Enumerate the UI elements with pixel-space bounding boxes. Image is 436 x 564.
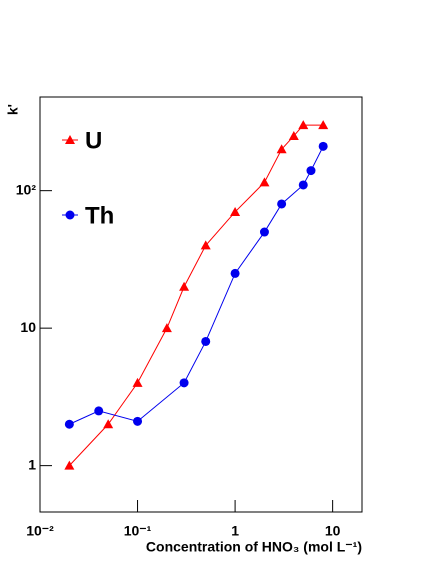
plot-frame <box>39 96 363 513</box>
y-tick-label: 10² <box>16 181 37 197</box>
circle-marker <box>201 336 211 346</box>
x-tick-label: 10 <box>325 523 341 539</box>
triangle-marker <box>65 135 75 144</box>
legend-label: Th <box>85 202 114 229</box>
circle-marker <box>65 210 75 220</box>
circle-marker <box>277 199 287 209</box>
circle-marker <box>318 141 328 151</box>
circle-marker <box>306 166 316 176</box>
circle-marker <box>298 180 308 190</box>
x-axis-label: Concentration of HNO₃ (mol L⁻¹) <box>146 539 362 555</box>
triangle-marker <box>64 460 75 470</box>
x-tick-label: 10⁻² <box>26 523 54 539</box>
circle-marker <box>64 419 74 429</box>
triangle-marker <box>259 177 270 187</box>
triangle-marker <box>288 130 299 140</box>
triangle-marker <box>200 240 211 250</box>
y-tick-label: 1 <box>28 456 36 472</box>
legend-label: U <box>85 127 102 154</box>
circle-marker <box>179 378 189 388</box>
x-tick-label: 10⁻¹ <box>124 523 152 539</box>
circle-marker <box>230 268 240 278</box>
series-line <box>69 146 324 425</box>
circle-marker <box>133 416 143 426</box>
triangle-marker <box>318 120 329 130</box>
y-tick-label: 10 <box>20 319 36 335</box>
triangle-marker <box>230 206 241 216</box>
triangle-marker <box>298 120 309 130</box>
triangle-marker <box>132 377 143 387</box>
triangle-marker <box>276 144 287 154</box>
series-line <box>68 124 324 466</box>
circle-marker <box>259 227 269 237</box>
triangle-marker <box>161 323 172 333</box>
y-axis-label: k' <box>5 104 21 115</box>
x-tick-label: 1 <box>231 523 239 539</box>
triangle-marker <box>179 281 190 291</box>
triangle-marker <box>103 419 114 429</box>
circle-marker <box>94 406 104 416</box>
